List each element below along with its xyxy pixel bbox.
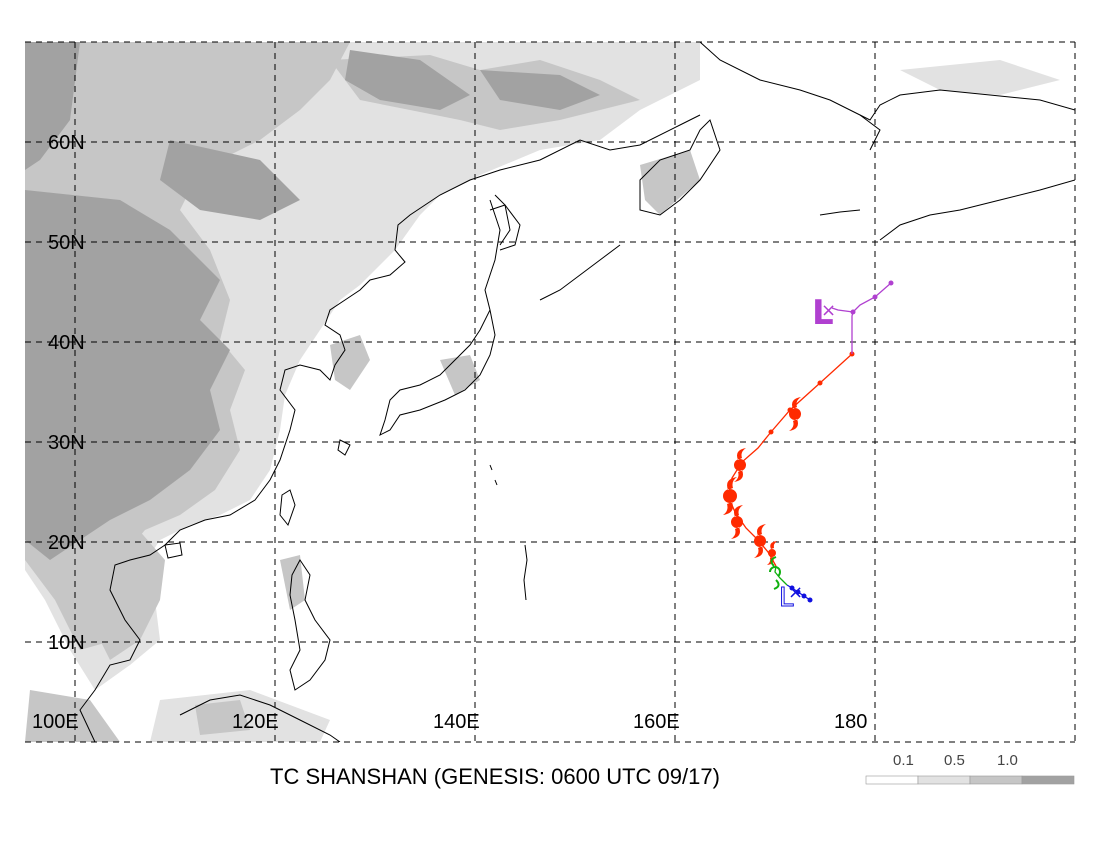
legend-swatch-1 bbox=[917, 775, 971, 785]
legend-swatch-2 bbox=[969, 775, 1023, 785]
lon-label-100e: 100E bbox=[32, 711, 79, 733]
lat-label-20n: 20N bbox=[48, 532, 85, 554]
lat-label-10n: 10N bbox=[48, 632, 85, 654]
storm-symbols bbox=[723, 397, 801, 565]
low-markers: L × L × bbox=[779, 293, 837, 614]
lon-label-160e: 160E bbox=[633, 711, 680, 733]
dissipation-marker-extratropical: × bbox=[821, 300, 836, 321]
legend-label-1-0: 1.0 bbox=[997, 752, 1018, 769]
track-prestorm-segment bbox=[774, 565, 788, 586]
lat-label-30n: 30N bbox=[48, 432, 85, 454]
longitude-labels: 100E 120E 140E 160E 180 bbox=[32, 711, 867, 733]
legend: 0.1 0.5 1.0 bbox=[865, 752, 1075, 785]
map-title: TC SHANSHAN (GENESIS: 0600 UTC 09/17) bbox=[270, 764, 720, 789]
lat-label-40n: 40N bbox=[48, 332, 85, 354]
low-symbol-genesis: L bbox=[779, 583, 794, 613]
legend-swatch-0 bbox=[865, 775, 919, 785]
low-symbol-extratropical: L bbox=[812, 293, 834, 333]
lat-label-50n: 50N bbox=[48, 232, 85, 254]
dissipation-marker-genesis: × bbox=[788, 582, 803, 603]
lon-label-180: 180 bbox=[834, 711, 867, 733]
lat-label-60n: 60N bbox=[48, 132, 85, 154]
legend-swatch-3 bbox=[1021, 775, 1075, 785]
legend-label-0-1: 0.1 bbox=[893, 752, 914, 769]
track-storm-segment bbox=[727, 353, 853, 567]
track-extratropical-segment bbox=[851, 282, 892, 354]
latitude-labels: 60N 50N 40N 30N 20N 10N bbox=[48, 132, 85, 654]
probability-shading bbox=[25, 42, 1060, 742]
lon-label-140e: 140E bbox=[433, 711, 480, 733]
coastlines bbox=[79, 42, 1075, 742]
graticule bbox=[25, 41, 1076, 743]
depression-symbol bbox=[769, 556, 781, 590]
legend-label-0-5: 0.5 bbox=[944, 752, 965, 769]
lon-label-120e: 120E bbox=[232, 711, 279, 733]
